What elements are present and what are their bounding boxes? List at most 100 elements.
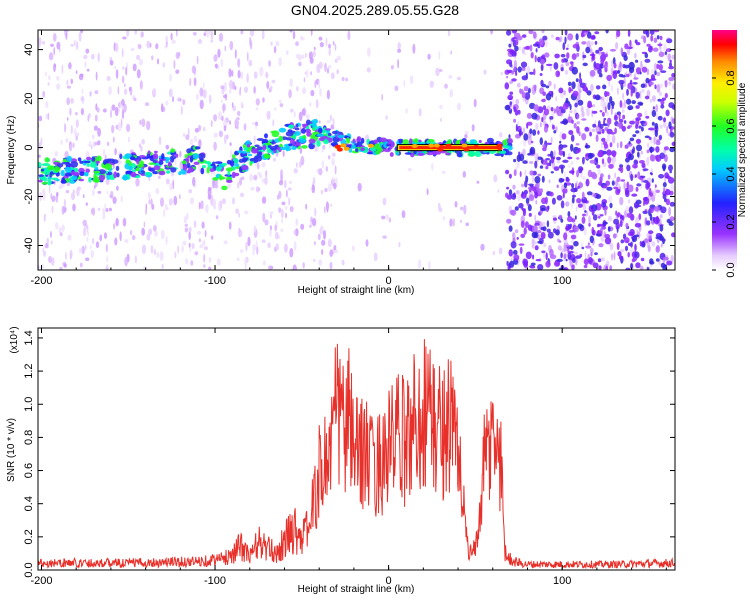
spectrogram-speckle (121, 109, 125, 120)
spectrogram-speckle (531, 238, 535, 249)
spectrogram-speckle (523, 52, 527, 56)
spectrogram-speckle (104, 203, 107, 213)
spectrogram-speckle (195, 93, 199, 101)
spectrogram-ridge-blob (131, 169, 137, 172)
spectrogram-frame (37, 29, 676, 271)
spectrogram-noise-blob (562, 118, 568, 125)
spectrogram-speckle (266, 81, 270, 90)
spectrogram-noise-blob (627, 242, 632, 246)
spectrogram-speckle (218, 130, 223, 138)
spectrogram-speckle (140, 145, 143, 152)
spectrogram-speckle (53, 46, 55, 56)
spectrogram-speckle (78, 31, 82, 42)
spectrogram-noise-blob (523, 227, 527, 235)
spectrogram-ridge-blob (77, 157, 82, 162)
spectrogram-noise-blob (537, 240, 543, 244)
spectrogram-noise-blob (574, 215, 577, 220)
spectrogram-speckle (574, 251, 578, 255)
spectrogram-noise-blob (644, 238, 649, 244)
spectrogram-noise-blob (513, 118, 517, 123)
spectrogram-noise-blob (530, 148, 533, 155)
spectrogram-speckle (121, 99, 125, 107)
colorbar-tick-label: 0.0 (725, 262, 737, 277)
spectrogram-speckle (600, 234, 605, 242)
spectrogram-speckle (243, 123, 247, 131)
spectrogram-ridge-blob (49, 172, 53, 178)
spectrogram-noise-blob (634, 223, 642, 228)
spectrogram-speckle (644, 110, 648, 118)
spectrogram-noise-blob (655, 246, 660, 253)
spectrogram-speckle (639, 265, 644, 270)
spectrogram-speckle (581, 242, 583, 248)
spectrogram-speckle (325, 37, 328, 47)
spectrogram-noise-blob (669, 170, 672, 174)
spectrogram-speckle (206, 30, 210, 38)
spectrogram-speckle (80, 30, 84, 34)
spectrogram-noise-blob (555, 36, 560, 41)
spectrogram-noise-blob (618, 255, 624, 261)
spectrogram-ridge-blob (268, 139, 273, 142)
spectrogram-noise-blob (521, 66, 526, 72)
spectrogram-noise-blob (562, 102, 569, 110)
spectrogram-speckle (265, 72, 269, 79)
spectrogram-noise-blob (537, 264, 544, 270)
spectrogram-noise-blob (666, 38, 673, 44)
spectrogram-speckle (283, 243, 288, 253)
spectrogram-noise-blob (607, 122, 610, 128)
spectrogram-speckle (278, 207, 282, 213)
spectrogram-noise-blob (627, 251, 630, 258)
spectrogram-noise-blob (584, 126, 590, 132)
spectrogram-noise-blob (629, 137, 635, 142)
spectrogram-speckle (639, 130, 642, 136)
spectrogram-noise-blob (574, 102, 578, 108)
spectrogram-noise-blob (568, 130, 574, 135)
spectrogram-noise-blob (617, 251, 622, 257)
spectrogram-speckle (412, 43, 416, 54)
spectrogram-noise-blob (553, 166, 560, 172)
spectrogram-noise-blob (558, 164, 566, 170)
spectrogram-speckle (659, 214, 663, 219)
spectrogram-noise-blob (619, 100, 623, 108)
spectrogram-noise-blob (560, 267, 566, 270)
spectrogram-speckle (293, 111, 296, 118)
spectrogram-noise-blob (581, 34, 586, 37)
spectrogram-speckle (124, 257, 128, 267)
spectrogram-noise-blob (560, 252, 563, 259)
spectrogram-speckle (192, 32, 197, 36)
spectrogram-speckle (480, 243, 485, 251)
spectrogram-speckle (460, 219, 462, 223)
spectrogram-ridge-blob (234, 163, 240, 167)
spectrogram-noise-blob (545, 85, 550, 89)
spectrogram-noise-blob (534, 55, 537, 63)
spectrogram-noise-blob (671, 73, 675, 78)
spectrogram-speckle (581, 110, 585, 118)
spectrogram-noise-blob (564, 30, 568, 36)
spectrogram-speckle (199, 244, 204, 249)
spectrogram-noise-blob (627, 46, 633, 50)
spectrogram-noise-blob (654, 30, 660, 33)
spectrogram-speckle (259, 66, 264, 77)
spectrogram-ridge-blob (232, 154, 236, 159)
spectrogram-ridge-blob (352, 138, 356, 144)
spectrogram-noise-blob (538, 38, 544, 46)
spectrogram-speckle (94, 90, 99, 95)
spectrogram-noise-blob (553, 261, 561, 267)
spectrogram-noise-blob (530, 140, 534, 144)
colorbar-tick-label: 0.2 (725, 214, 737, 229)
spectrogram-speckle (542, 221, 546, 227)
spectrogram-noise-blob (515, 39, 519, 46)
spectrogram-speckle (240, 30, 244, 35)
spectrogram-speckle (579, 30, 582, 35)
spectrogram-speckle (318, 61, 323, 69)
spectrogram-speckle (45, 101, 49, 109)
spectrogram-noise-blob (504, 104, 511, 111)
spectrogram-noise-blob (565, 258, 568, 262)
spectrogram-noise-blob (530, 186, 537, 191)
spectrogram-speckle (438, 50, 441, 60)
spectrogram-speckle (163, 208, 166, 218)
spectrogram-speckle (246, 73, 249, 83)
spectrogram-speckle (609, 243, 614, 251)
spectrogram-noise-blob (653, 206, 660, 212)
spectrogram-speckle (223, 240, 228, 245)
